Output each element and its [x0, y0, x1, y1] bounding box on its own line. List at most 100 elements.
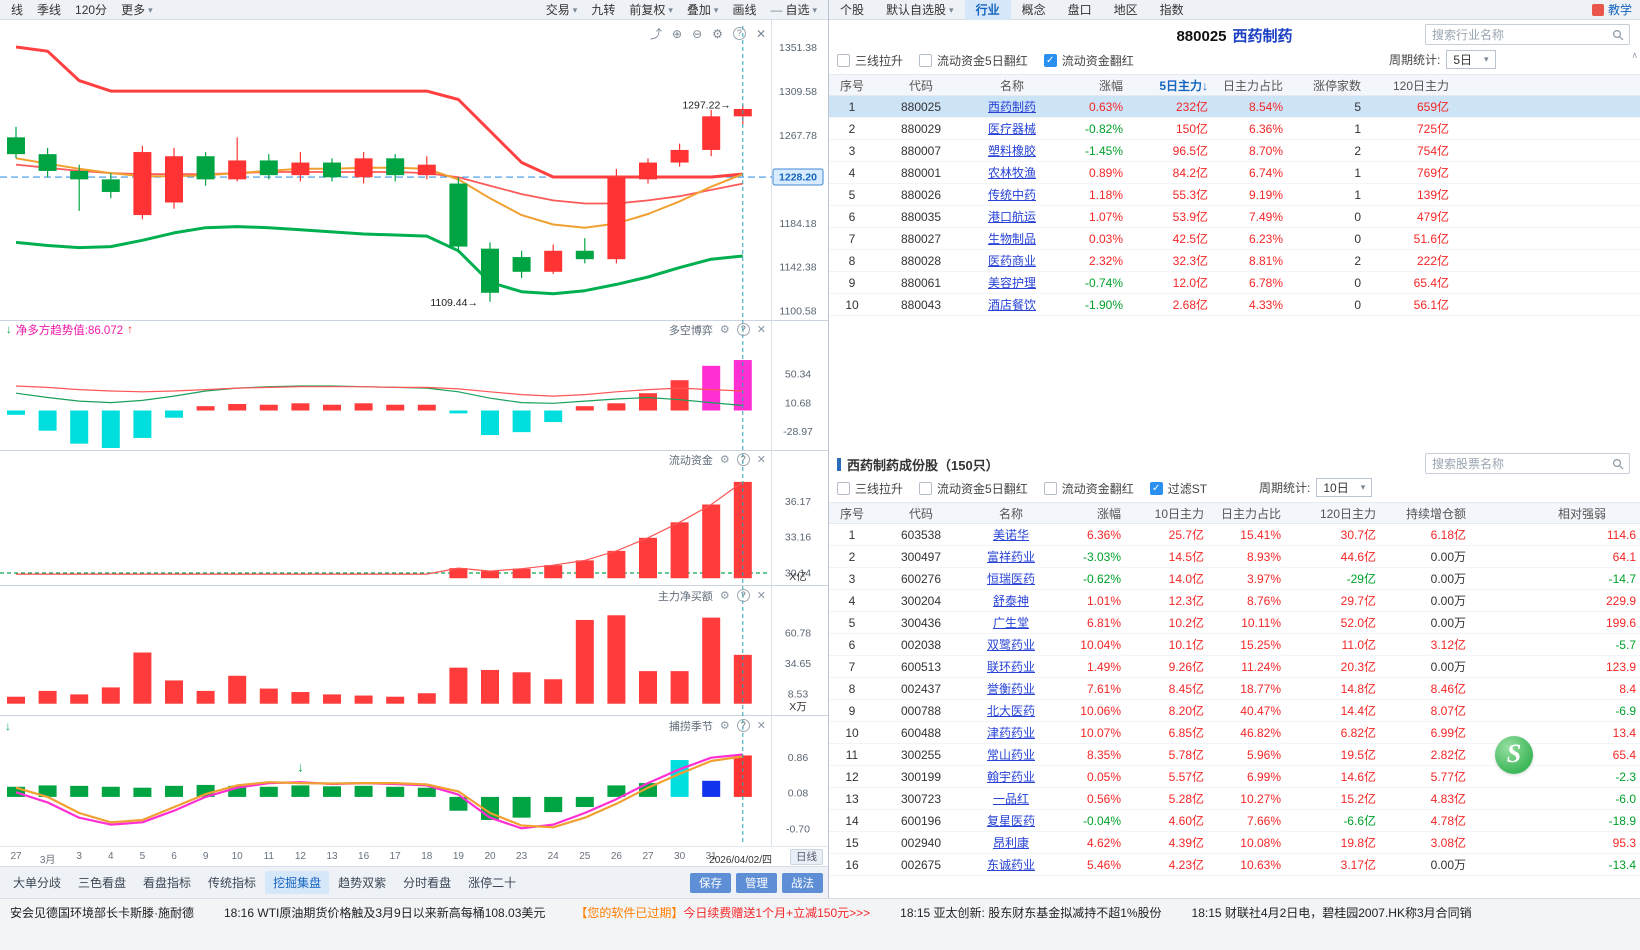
close-icon[interactable]: ✕	[756, 590, 766, 602]
table-row[interactable]: 4 300204 舒泰神 1.01% 12.3亿 8.76% 29.7亿 0.00万 229.9	[829, 590, 1640, 612]
toolbar-item-画线[interactable]: 画线	[725, 0, 763, 20]
settings-icon[interactable]: ⚙	[719, 454, 730, 466]
help-icon[interactable]: ?	[736, 453, 750, 466]
column-header-名称[interactable]: 名称	[999, 79, 1024, 93]
tab-概念[interactable]: 概念	[1011, 0, 1057, 20]
indicator-tab-传统指标[interactable]: 传统指标	[208, 876, 257, 890]
search-icon[interactable]	[1612, 458, 1624, 470]
name-cell[interactable]: 塑料橡胶	[987, 144, 1036, 158]
name-cell[interactable]: 农林牧渔	[987, 166, 1036, 180]
column-header-10日主力[interactable]: 10日主力	[1154, 507, 1204, 521]
indicator-tab-看盘指标[interactable]: 看盘指标	[143, 876, 192, 890]
tab-地区[interactable]: 地区	[1103, 0, 1149, 20]
toolbar-item-前复权[interactable]: 前复权 ▾	[622, 0, 680, 20]
period-select[interactable]: 10日 ▾	[1316, 478, 1373, 497]
help-icon[interactable]: ?	[736, 589, 750, 602]
stock-search-input[interactable]	[1426, 456, 1612, 471]
tab-个股[interactable]: 个股	[829, 0, 875, 20]
filter-checkbox-过滤ST[interactable]: ✓ 过滤ST	[1149, 480, 1207, 497]
table-row[interactable]: 3 600276 恒瑞医药 -0.62% 14.0亿 3.97% -29亿 0.00万 -14.…	[829, 568, 1640, 590]
name-cell[interactable]: 一品红	[992, 792, 1029, 806]
settings-icon[interactable]: ⚙	[719, 590, 730, 602]
tab-盘口[interactable]: 盘口	[1057, 0, 1103, 20]
table-row[interactable]: 15 002940 昂利康 4.62% 4.39亿 10.08% 19.8亿 3.08亿 95.…	[829, 832, 1640, 854]
name-cell[interactable]: 医药商业	[987, 254, 1036, 268]
table-row[interactable]: 7 880027 生物制品 0.03% 42.5亿 6.23% 0 51.6亿	[829, 228, 1640, 250]
column-header-代码[interactable]: 代码	[908, 507, 933, 521]
name-cell[interactable]: 医疗器械	[987, 122, 1036, 136]
toolbar-item-线[interactable]: 线	[4, 0, 30, 20]
column-header-120日主力[interactable]: 120日主力	[1319, 507, 1376, 521]
name-cell[interactable]: 广生堂	[992, 616, 1029, 630]
kline-chart[interactable]: 1297.22→ 1109.44→ 1351.38 1309.58 1267.78 122…	[0, 0, 828, 846]
table-row[interactable]: 2 880029 医疗器械 -0.82% 150亿 6.36% 1 725亿	[829, 118, 1640, 140]
filter-checkbox-三线拉升[interactable]: 三线拉升	[837, 52, 903, 69]
table-row[interactable]: 9 880061 美容护理 -0.74% 12.0亿 6.78% 0 65.4亿	[829, 272, 1640, 294]
column-header-日主力占比[interactable]: 日主力占比	[1222, 79, 1283, 93]
table-row[interactable]: 12 300199 翰宇药业 0.05% 5.57亿 6.99% 14.6亿 5.77亿 -2.…	[829, 766, 1640, 788]
name-cell[interactable]: 富祥药业	[986, 550, 1035, 564]
tab-行业[interactable]: 行业	[964, 0, 1011, 20]
column-header-代码[interactable]: 代码	[908, 79, 933, 93]
name-cell[interactable]: 津药药业	[986, 726, 1035, 740]
table-row[interactable]: 2 300497 富祥药业 -3.03% 14.5亿 8.93% 44.6亿 0.00万 64.…	[829, 546, 1640, 568]
name-cell[interactable]: 美诺华	[992, 528, 1029, 542]
filter-checkbox-流动资金翻红[interactable]: ✓ 流动资金翻红	[1043, 52, 1134, 69]
name-cell[interactable]: 港口航运	[987, 210, 1036, 224]
period-select[interactable]: 5日 ▾	[1446, 50, 1496, 69]
name-cell[interactable]: 西药制药	[987, 100, 1036, 114]
close-icon[interactable]: ✕	[756, 454, 766, 466]
checkbox-icon[interactable]	[919, 53, 933, 67]
name-cell[interactable]: 常山药业	[986, 748, 1035, 762]
table-row[interactable]: 7 600513 联环药业 1.49% 9.26亿 11.24% 20.3亿 0.00万 123…	[829, 656, 1640, 678]
search-icon[interactable]	[1612, 29, 1624, 41]
help-icon[interactable]: ?	[736, 719, 750, 732]
checkbox-icon[interactable]	[837, 481, 850, 495]
table-row[interactable]: 1 603538 美诺华 6.36% 25.7亿 15.41% 30.7亿 6.18亿 114.…	[829, 524, 1640, 546]
name-cell[interactable]: 生物制品	[987, 232, 1036, 246]
table-row[interactable]: 9 000788 北大医药 10.06% 8.20亿 40.47% 14.4亿 8.07亿 -6…	[829, 700, 1640, 722]
settings-icon[interactable]: ⚙	[712, 26, 723, 41]
name-cell[interactable]: 复星医药	[986, 814, 1035, 828]
column-header-日主力占比[interactable]: 日主力占比	[1220, 507, 1281, 521]
button-战法[interactable]: 战法	[782, 872, 823, 893]
column-header-涨停家数[interactable]: 涨停家数	[1312, 79, 1361, 93]
toolbar-item-120分[interactable]: 120分	[68, 0, 114, 20]
table-row[interactable]: 10 880043 酒店餐饮 -1.90% 2.68亿 4.33% 0 56.1亿	[829, 294, 1640, 316]
name-cell[interactable]: 美容护理	[987, 276, 1036, 290]
period-tag[interactable]: 日线	[790, 849, 823, 865]
table-row[interactable]: 1 880025 西药制药 0.63% 232亿 8.54% 5 659亿	[829, 96, 1640, 118]
name-cell[interactable]: 舒泰神	[992, 594, 1029, 608]
indicator-tab-涨停二十[interactable]: 涨停二十	[468, 876, 517, 890]
scroll-up-icon[interactable]: ∧	[1631, 50, 1638, 60]
industry-search-input[interactable]	[1426, 27, 1612, 42]
name-cell[interactable]: 昂利康	[992, 836, 1029, 850]
help-icon[interactable]: ?	[736, 323, 750, 336]
button-管理[interactable]: 管理	[736, 872, 777, 893]
name-cell[interactable]: 双鹭药业	[986, 638, 1035, 652]
table-row[interactable]: 6 880035 港口航运 1.07% 53.9亿 7.49% 0 479亿	[829, 206, 1640, 228]
checkbox-icon[interactable]	[919, 481, 933, 495]
table-row[interactable]: 3 880007 塑料橡胶 -1.45% 96.5亿 8.70% 2 754亿	[829, 140, 1640, 162]
stock-search-box[interactable]	[1425, 453, 1630, 474]
zoom-in-icon[interactable]: ⊕	[672, 26, 683, 41]
toolbar-item-交易[interactable]: 交易 ▾	[539, 0, 585, 20]
column-header-持续增仓额[interactable]: 持续增仓额	[1405, 507, 1466, 521]
table-row[interactable]: 8 880028 医药商业 2.32% 32.3亿 8.81% 2 222亿	[829, 250, 1640, 272]
toolbar-item-季线[interactable]: 季线	[30, 0, 68, 20]
settings-icon[interactable]: ⚙	[719, 720, 730, 732]
checkbox-icon[interactable]	[837, 53, 850, 67]
name-cell[interactable]: 传统中药	[987, 188, 1036, 202]
table-row[interactable]: 10 600488 津药药业 10.07% 6.85亿 46.82% 6.82亿 6.99亿 1…	[829, 722, 1640, 744]
table-row[interactable]: 5 300436 广生堂 6.81% 10.2亿 10.11% 52.0亿 0.00万 199.…	[829, 612, 1640, 634]
table-row[interactable]: 14 600196 复星医药 -0.04% 4.60亿 7.66% -6.6亿 4.78亿 -1…	[829, 810, 1640, 832]
checkbox-icon[interactable]: ✓	[1043, 53, 1057, 67]
column-header-120日主力[interactable]: 120日主力	[1392, 79, 1449, 93]
column-header-序号[interactable]: 序号	[839, 507, 864, 521]
filter-checkbox-三线拉升[interactable]: 三线拉升	[837, 480, 903, 497]
name-cell[interactable]: 翰宇药业	[986, 770, 1035, 784]
name-cell[interactable]: 酒店餐饮	[987, 298, 1036, 312]
news-item[interactable]: 18:15 亚太创新: 股东财东基金拟减持不超1%股份	[900, 904, 1161, 921]
toolbar-item-更多[interactable]: 更多 ▾	[114, 0, 160, 20]
name-cell[interactable]: 北大医药	[986, 704, 1035, 718]
